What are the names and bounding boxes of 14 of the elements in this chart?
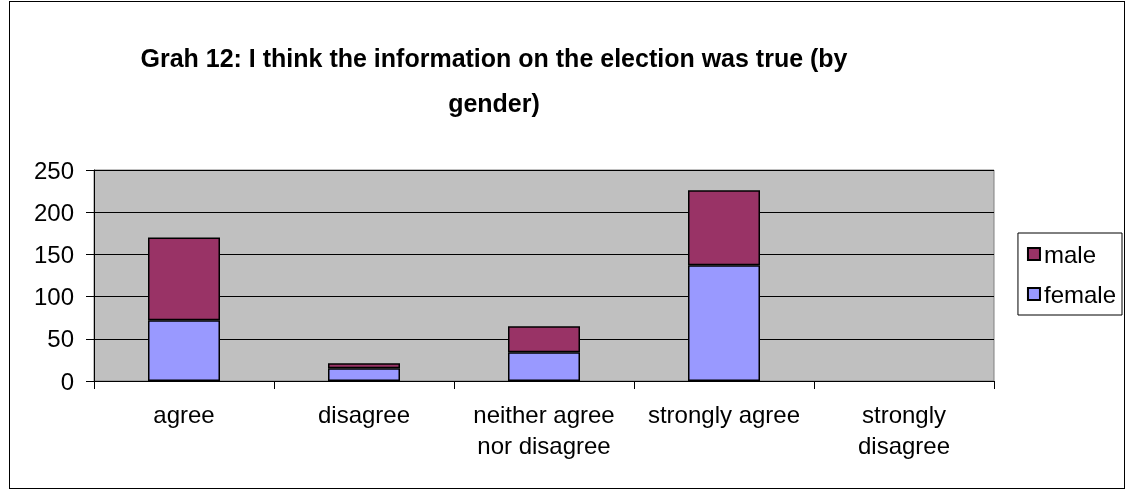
y-tick-label: 250: [33, 156, 74, 184]
y-tick-label: 200: [33, 198, 74, 226]
legend-label: female: [1043, 280, 1117, 308]
x-tick-label: strongly disagree: [857, 401, 951, 459]
y-tick-label: 100: [33, 283, 74, 311]
legend-label: male: [1043, 240, 1096, 268]
y-tick-label: 50: [47, 325, 74, 353]
x-tick-label: disagree: [317, 401, 411, 428]
x-tick-label: strongly agree: [647, 401, 801, 428]
x-tick-label: agree: [153, 401, 215, 428]
y-tick-label: 150: [33, 240, 74, 268]
x-tick-label: neither agree nor disagree: [473, 401, 615, 459]
chart-title: Grah 12: I think the information on the election was true (by gender): [140, 43, 848, 117]
y-tick-label: 0: [60, 367, 74, 395]
